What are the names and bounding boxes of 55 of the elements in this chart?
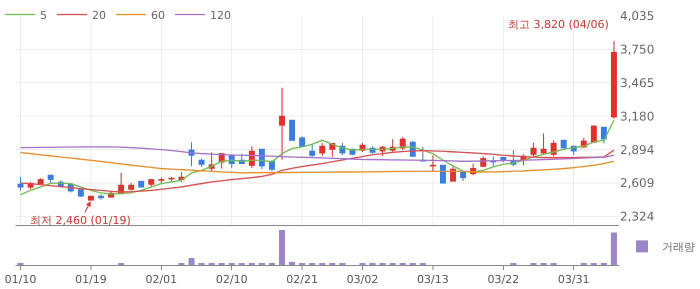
y-tick-label: 2,609 [620, 176, 654, 190]
candlestick [78, 189, 84, 198]
candlestick [198, 158, 205, 168]
x-tick-label: 03/31 [558, 273, 590, 286]
candlestick [530, 142, 536, 158]
line-series [20, 146, 615, 162]
bar [610, 232, 617, 265]
candlestick [148, 179, 154, 188]
candlestick [430, 154, 436, 172]
x-tick-label: 02/01 [145, 273, 178, 286]
candlestick [38, 178, 44, 186]
y-tick-label: 4,035 [620, 9, 654, 24]
y-tick-label: 3,750 [620, 42, 654, 57]
candlestick [560, 140, 567, 148]
candlestick [600, 126, 607, 144]
x-tick-label: 03/13 [417, 273, 449, 286]
y-tick-label: 3,465 [620, 76, 654, 90]
candlestick [540, 133, 546, 155]
legend-label: 60 [151, 8, 165, 22]
candlestick [128, 182, 134, 191]
y-tick-label: 2,324 [620, 210, 654, 224]
annotation: 최저 2,460 (01/19) [30, 214, 131, 227]
x-tick-label: 03/22 [487, 273, 520, 286]
candlestick [48, 174, 54, 184]
bar [289, 262, 296, 265]
x-tick-label: 02/10 [216, 273, 248, 286]
line-series [20, 120, 615, 196]
candlestick [18, 176, 24, 192]
x-tick-label: 01/19 [75, 273, 107, 286]
y-tick-label: 2,894 [620, 142, 654, 157]
candlestick [319, 142, 326, 157]
x-tick-label: 01/10 [4, 273, 36, 286]
line-series [20, 150, 615, 193]
candlestick [168, 176, 174, 182]
legend-label: 20 [92, 8, 106, 22]
x-tick-label: 02/21 [286, 273, 318, 286]
legend-label: 5 [40, 8, 47, 22]
legend-label: 120 [210, 8, 231, 22]
candlestick [138, 180, 144, 188]
candlestick [610, 40, 617, 119]
candlestick [289, 120, 296, 141]
x-tick-label: 03/02 [346, 273, 378, 286]
candlestick [460, 170, 466, 182]
candlestick [440, 164, 446, 184]
bar [188, 258, 195, 265]
legend-label: 거래량 [662, 240, 695, 254]
candlestick [299, 136, 306, 147]
bar [279, 230, 286, 265]
y-tick-label: 3,180 [620, 109, 654, 124]
candlestick [309, 144, 316, 158]
candlestick [279, 87, 285, 160]
candlestick [590, 124, 597, 143]
annotation: 최고 3,820 (04/06) [508, 18, 609, 31]
candlestick [158, 177, 164, 184]
line-series [20, 152, 615, 174]
